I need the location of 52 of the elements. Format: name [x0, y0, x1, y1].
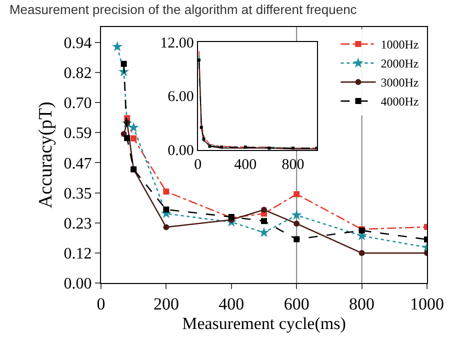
x-tick-label: 800: [349, 294, 375, 314]
legend-label: 1000Hz: [380, 38, 419, 52]
point: [163, 188, 170, 195]
x-tick-label: 0: [194, 156, 202, 173]
point: [292, 146, 295, 150]
point: [200, 126, 203, 129]
chart-title: Measurement precision of the algorithm at different frequenc: [9, 2, 358, 18]
point: [112, 41, 123, 52]
y-tick-label: 12.00: [160, 35, 194, 52]
x-tick-label: 600: [284, 294, 310, 314]
x-tick-label: 400: [234, 156, 257, 173]
y-tick-label: 0.23: [64, 215, 92, 232]
point: [120, 60, 127, 67]
point: [163, 224, 170, 230]
x-axis-title: Measurement cycle(ms): [182, 314, 346, 333]
point: [198, 58, 201, 62]
y-tick-label: 0.00: [64, 276, 92, 293]
x-tick-label: 1000: [410, 294, 444, 314]
point: [261, 206, 267, 213]
point: [244, 146, 247, 149]
point: [358, 250, 365, 256]
legend-label: 2000Hz: [380, 56, 419, 71]
y-tick-label: 0.35: [64, 185, 92, 202]
point: [261, 218, 267, 224]
x-tick-label: 800: [282, 156, 304, 173]
y-tick-label: 0.47: [64, 155, 92, 172]
y-tick-label: 0.70: [64, 95, 92, 112]
x-tick-label: 200: [153, 294, 179, 314]
y-tick-label: 6.00: [168, 89, 194, 106]
point: [220, 146, 224, 149]
y-tick-label: 0.82: [64, 65, 92, 82]
point: [208, 144, 212, 148]
point: [163, 206, 170, 213]
x-tick-label: 400: [218, 294, 244, 314]
point: [130, 135, 137, 142]
point: [258, 226, 270, 238]
y-tick-label: 0.59: [64, 125, 92, 142]
legend-label: 4000Hz: [380, 94, 419, 109]
point: [268, 146, 271, 150]
y-axis-title: Accuracy(pT): [36, 102, 57, 208]
point: [128, 122, 139, 132]
y-tick-label: 0.00: [168, 143, 194, 160]
y-tick-label: 0.94: [64, 34, 92, 52]
x-tick-label: 0: [96, 294, 106, 314]
point: [202, 138, 206, 141]
point: [294, 236, 300, 242]
point: [124, 135, 130, 142]
y-tick-label: 0.12: [64, 246, 92, 263]
point: [294, 191, 300, 198]
point: [291, 210, 302, 220]
legend-label: 3000Hz: [380, 76, 419, 90]
point: [294, 220, 300, 227]
